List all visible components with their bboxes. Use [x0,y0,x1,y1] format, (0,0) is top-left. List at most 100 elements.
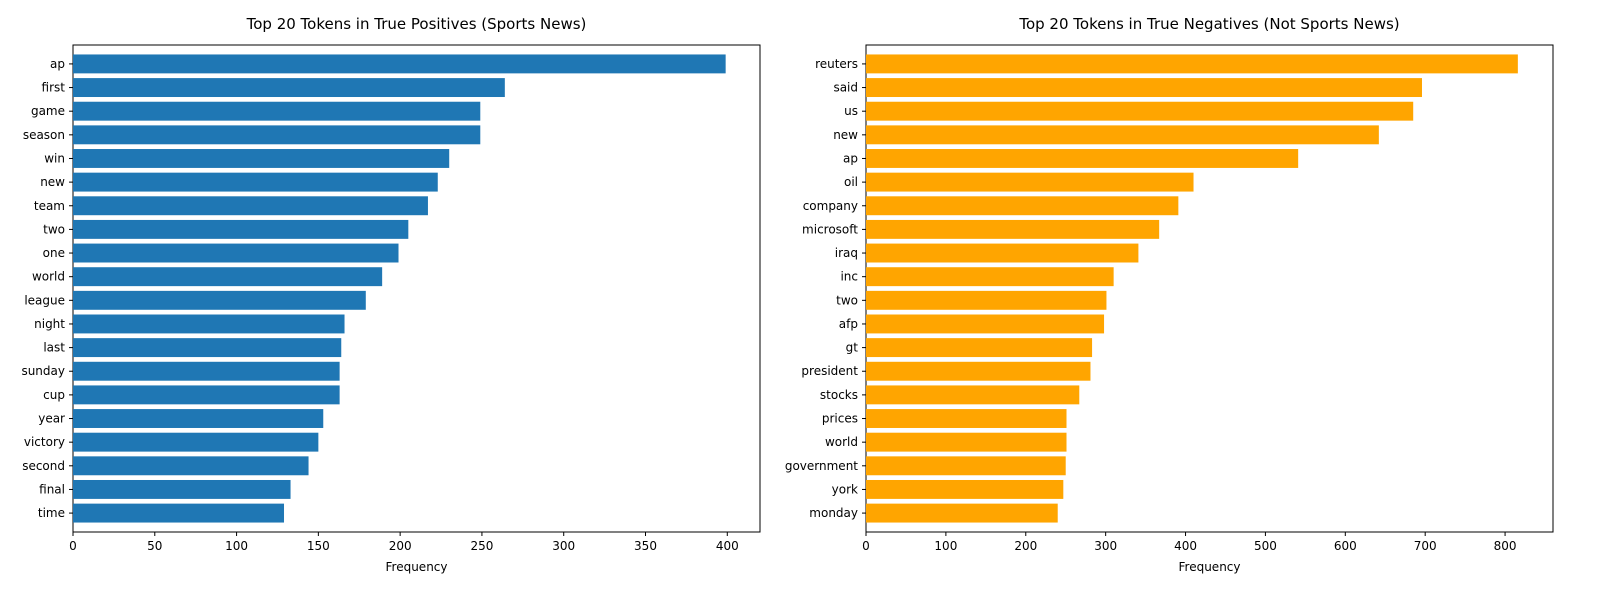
bar [866,503,1058,523]
y-tick-label: new [40,175,65,189]
y-tick-label: president [801,364,858,378]
y-tick-label: cup [43,388,65,402]
bar [866,290,1107,310]
y-tick-label: iraq [835,246,858,260]
y-tick-label: ap [50,57,65,71]
y-tick-label: government [785,459,858,473]
y-tick-label: reuters [815,57,858,71]
bar [866,243,1139,263]
chart-not-sports-news: Top 20 Tokens in True Negatives (Not Spo… [785,15,1554,574]
x-tick-label: 400 [716,539,739,553]
x-tick-label: 300 [552,539,575,553]
x-tick-label: 600 [1334,539,1357,553]
bar [866,456,1066,476]
bar [866,54,1518,74]
bar [73,54,726,74]
plot-frame [72,44,761,533]
y-tick-label: two [836,293,858,307]
y-tick-label: win [44,151,65,165]
bar [866,149,1299,168]
x-axis-label: Frequency [386,560,448,574]
chart-title: Top 20 Tokens in True Negatives (Not Spo… [1018,15,1399,33]
bar [866,125,1379,145]
x-tick-label: 100 [225,539,248,553]
chart-sports-news: Top 20 Tokens in True Positives (Sports … [21,15,761,574]
chart-title: Top 20 Tokens in True Positives (Sports … [246,15,587,33]
bar [866,267,1114,287]
bar [73,314,345,334]
bar [866,219,1160,239]
y-tick-label: microsoft [802,222,858,236]
y-tick-label: afp [839,317,858,331]
y-tick-label: victory [24,435,65,449]
x-tick-label: 700 [1414,539,1437,553]
y-tick-label: prices [822,412,858,426]
plot-frame [865,44,1554,533]
bar [866,432,1067,452]
x-tick-label: 200 [389,539,412,553]
x-tick-label: 800 [1494,539,1517,553]
x-tick-label: 500 [1254,539,1277,553]
x-tick-label: 100 [934,539,957,553]
y-tick-label: year [38,412,65,426]
bar [73,125,481,145]
bar [73,196,428,216]
bar [866,78,1422,98]
y-tick-label: monday [809,506,858,520]
y-tick-label: sunday [21,364,65,378]
bar [866,409,1067,428]
x-tick-label: 200 [1014,539,1037,553]
y-tick-label: two [43,222,65,236]
bar [73,503,285,523]
y-tick-label: game [31,104,65,118]
bar [73,267,383,287]
bar [73,409,324,428]
x-axis-label: Frequency [1179,560,1241,574]
bar [73,172,438,192]
y-tick-label: time [38,506,65,520]
bar [73,338,342,358]
y-tick-label: second [22,459,65,473]
y-tick-label: us [844,104,858,118]
y-tick-label: ap [843,151,858,165]
bar [73,219,409,239]
y-tick-label: team [34,199,65,213]
bar [73,479,291,499]
bar [866,101,1414,121]
y-tick-label: inc [840,270,858,284]
bar [73,243,399,263]
y-tick-label: world [825,435,858,449]
y-tick-label: company [803,199,858,213]
x-tick-label: 300 [1094,539,1117,553]
bar [866,196,1179,216]
y-tick-label: first [42,81,66,95]
bar [73,361,340,381]
bar [866,338,1093,358]
y-tick-label: gt [846,341,859,355]
y-tick-label: world [32,270,65,284]
bar [866,385,1080,405]
y-tick-label: last [43,341,65,355]
bar [73,101,481,121]
y-tick-label: final [39,482,65,496]
y-tick-label: oil [844,175,858,189]
bar [866,361,1091,381]
bar [866,172,1194,192]
bar [73,290,366,310]
bar [73,385,340,405]
x-tick-label: 50 [147,539,162,553]
bar [866,479,1064,499]
x-tick-label: 0 [862,539,870,553]
bar [73,456,309,476]
y-tick-label: league [24,293,65,307]
x-tick-label: 400 [1174,539,1197,553]
bar [866,314,1105,334]
x-tick-label: 0 [69,539,77,553]
bar [73,432,319,452]
x-tick-label: 250 [470,539,493,553]
bar [73,78,505,98]
bar [73,149,450,168]
y-tick-label: said [833,81,858,95]
y-tick-label: new [833,128,858,142]
